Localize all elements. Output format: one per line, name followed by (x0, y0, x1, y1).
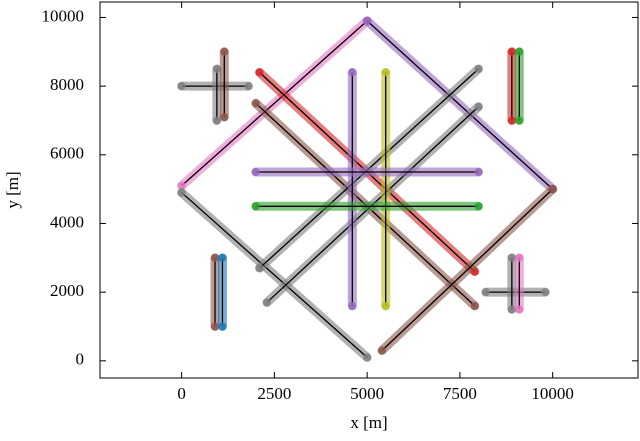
track-point (470, 301, 479, 310)
x-tick-label: 5000 (350, 384, 384, 403)
track-point (381, 301, 390, 310)
track-point (244, 82, 253, 91)
track-point (515, 116, 524, 125)
x-axis-label: x [m] (350, 413, 387, 432)
track-point (220, 47, 229, 56)
y-tick-label: 2000 (50, 281, 84, 300)
y-tick-label: 4000 (50, 212, 84, 231)
x-tick-label: 0 (177, 384, 186, 403)
track-line (366, 20, 554, 190)
track-point (381, 68, 390, 77)
plot-frame (99, 1, 639, 379)
track-point (474, 167, 483, 176)
track-point (212, 64, 221, 73)
track-point (251, 202, 260, 211)
track-line (181, 20, 368, 187)
x-tick-label: 2500 (257, 384, 291, 403)
x-tick-label: 10000 (531, 384, 574, 403)
y-axis-label: y [m] (3, 171, 22, 208)
track-point (474, 102, 483, 111)
track-point (515, 47, 524, 56)
y-tick-label: 6000 (50, 144, 84, 163)
track-line (381, 188, 554, 352)
y-tick-label: 8000 (50, 75, 84, 94)
track-line (181, 192, 368, 358)
track-point (507, 47, 516, 56)
track-point (474, 202, 483, 211)
track-point (515, 253, 524, 262)
track-point (218, 253, 227, 262)
track-point (251, 99, 260, 108)
track-point (220, 113, 229, 122)
track-point (515, 305, 524, 314)
track-point (507, 305, 516, 314)
track-point (481, 288, 490, 297)
track-point (377, 346, 386, 355)
x-tick-label: 7500 (443, 384, 477, 403)
track-point (177, 82, 186, 91)
track-point (251, 167, 260, 176)
track-point (211, 322, 220, 331)
track-point (218, 322, 227, 331)
track-point (474, 64, 483, 73)
y-tick-label: 10000 (42, 6, 85, 25)
track-point (541, 288, 550, 297)
track-point (255, 264, 264, 273)
track-point (348, 301, 357, 310)
track-point (363, 353, 372, 362)
track-point (177, 181, 186, 190)
track-point (262, 298, 271, 307)
track-point (212, 116, 221, 125)
track-point (507, 116, 516, 125)
track-point (255, 68, 264, 77)
track-point (211, 253, 220, 262)
y-tick-label: 0 (76, 350, 85, 369)
track-point (348, 68, 357, 77)
track-point (177, 188, 186, 197)
track-point (507, 253, 516, 262)
track-point (363, 16, 372, 25)
track-point (548, 185, 557, 194)
